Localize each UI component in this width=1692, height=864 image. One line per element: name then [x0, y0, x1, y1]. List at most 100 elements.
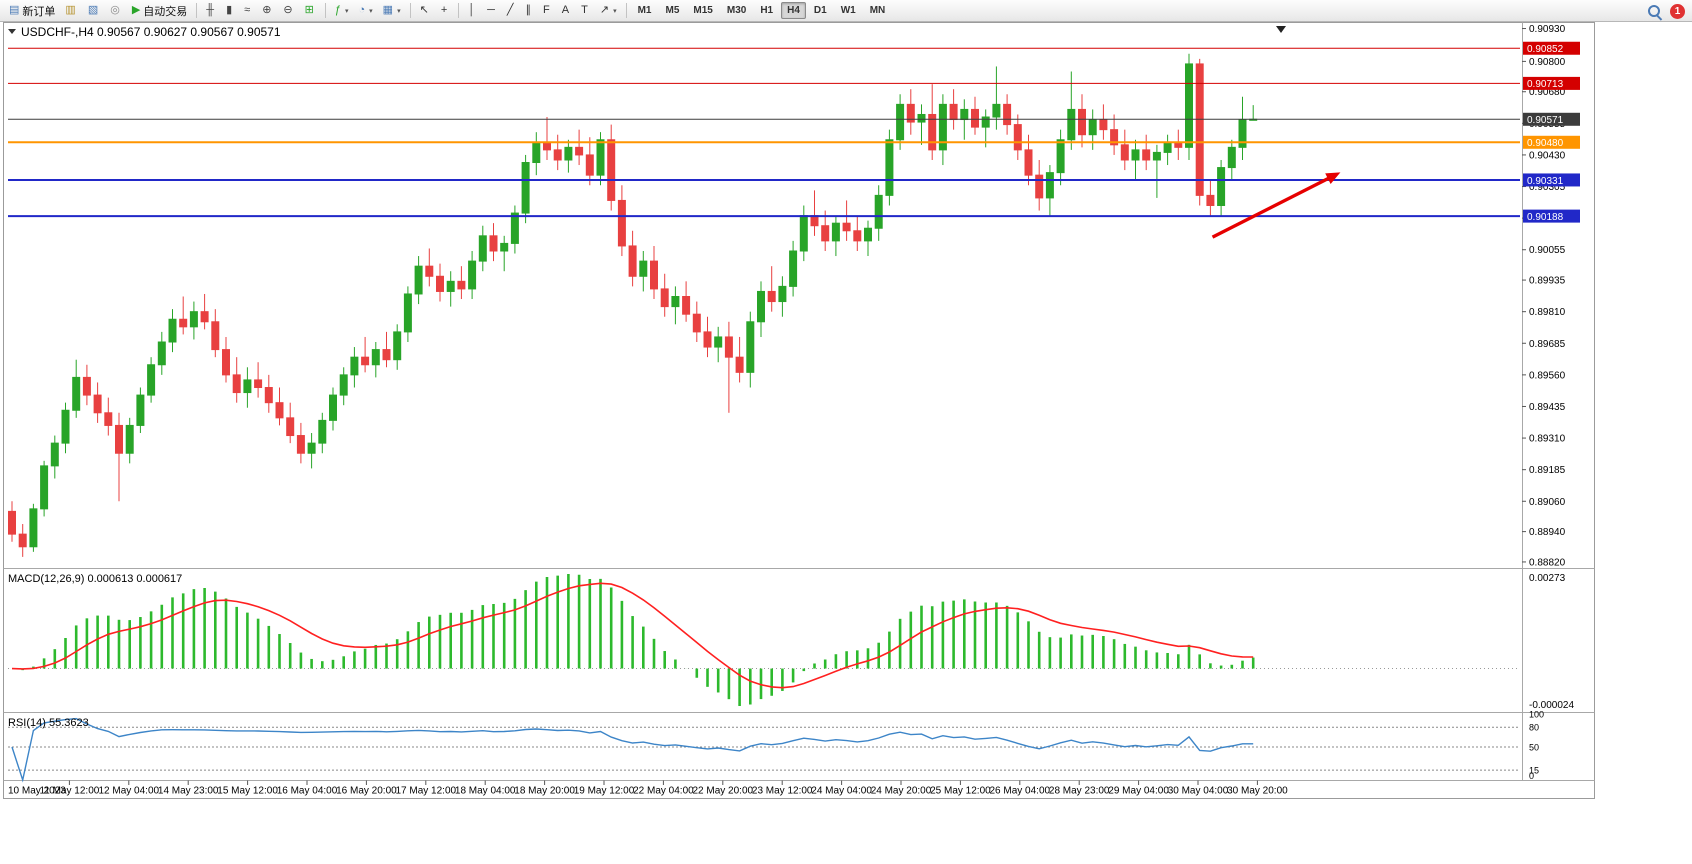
timeframe-h1-button[interactable]: H1	[760, 5, 774, 16]
candle-up	[29, 503, 38, 552]
candle-down	[82, 364, 91, 406]
new-order-button[interactable]: ▤ 新订单	[5, 2, 59, 20]
time-label: 25 May 12:00	[930, 786, 991, 797]
y-axis-label: 0.89685	[1529, 339, 1566, 350]
candle-up	[168, 309, 177, 353]
time-label: 16 May 20:00	[336, 786, 397, 797]
chart-shift-marker[interactable]	[1276, 26, 1286, 33]
timeframe-m30-button[interactable]: M30	[726, 5, 747, 16]
vertical-line-button[interactable]: │	[464, 2, 481, 20]
candle-down	[1142, 134, 1151, 171]
candle-up	[1056, 129, 1065, 186]
candle-up	[136, 387, 145, 434]
candle-up	[981, 109, 990, 148]
search-icon[interactable]	[1647, 4, 1662, 19]
price-badge-label: 0.90480	[1527, 138, 1564, 149]
equidistant-channel-button[interactable]: ∥	[522, 2, 538, 20]
y-axis-label: 0.90930	[1529, 24, 1566, 35]
candle-up	[157, 331, 166, 375]
candle-up	[714, 326, 723, 363]
timeframe-m5-button[interactable]: M5	[665, 5, 680, 16]
macd-signal-line	[11, 582, 1254, 689]
candle-down	[853, 215, 862, 251]
candle-down	[232, 357, 241, 403]
collapse-arrow-icon[interactable]	[8, 29, 16, 34]
candle-down	[553, 134, 562, 171]
y-axis-label: 0.90055	[1529, 245, 1566, 256]
timeframe-mn-button[interactable]: MN	[869, 5, 886, 16]
cursor-button[interactable]: ↖	[416, 2, 435, 20]
templates-button[interactable]: ▦ ▾	[379, 2, 405, 20]
fibonacci-button[interactable]: F	[539, 2, 556, 20]
timeframe-m15-button[interactable]: M15	[693, 5, 713, 16]
crosshair-button[interactable]: +	[437, 2, 453, 20]
rsi-scale-label: 100	[1529, 710, 1544, 720]
candle-down	[211, 309, 220, 358]
candle-up	[1131, 139, 1140, 181]
period-presets-button[interactable]: ◔ ▾	[355, 2, 377, 20]
toolbar-separator	[409, 3, 411, 18]
charts-profile-button[interactable]: ▥	[61, 2, 81, 20]
timeframe-w1-button[interactable]: W1	[840, 5, 856, 16]
candle-down	[1003, 94, 1012, 135]
fibonacci-icon: F	[543, 4, 550, 16]
autotrading-button[interactable]: ▶ 自动交易	[128, 2, 191, 20]
time-label: 22 May 20:00	[692, 786, 753, 797]
arrows-tool-icon: ↗	[599, 4, 610, 16]
vertical-line-icon: │	[468, 4, 476, 16]
time-label: 16 May 04:00	[277, 786, 338, 797]
text-label-button[interactable]: T	[577, 2, 594, 20]
macd-scale-min: -0.000024	[1529, 700, 1574, 711]
text-button[interactable]: A	[558, 2, 575, 20]
time-label: 29 May 04:00	[1108, 786, 1169, 797]
toolbar-separator	[196, 3, 198, 18]
notification-badge[interactable]: 1	[1670, 3, 1685, 19]
arrows-tool-button[interactable]: ↗ ▾	[596, 2, 621, 20]
time-label: 26 May 04:00	[989, 786, 1050, 797]
chart-title: USDCHF-,H4 0.90567 0.90627 0.90567 0.905…	[21, 25, 281, 39]
candle-up	[414, 256, 423, 305]
line-chart-type-button[interactable]: ≈	[240, 2, 256, 20]
tile-windows-button[interactable]: ⊞	[301, 2, 320, 20]
candle-up	[350, 347, 359, 388]
candle-up	[125, 417, 134, 464]
time-label: 14 May 23:00	[158, 786, 219, 797]
price-badge	[1523, 41, 1580, 55]
rsi-scale-label: 0	[1529, 771, 1534, 781]
time-label: 10 May 2023	[8, 786, 66, 797]
candle-up	[896, 94, 905, 150]
indicators-list-button[interactable]: ƒ ▾	[331, 2, 353, 20]
chart-window-button[interactable]: ▧	[84, 2, 104, 20]
candle-down	[115, 412, 123, 502]
candle-up	[1152, 144, 1161, 198]
candle-down	[425, 248, 434, 287]
price-chart-canvas[interactable]: 0.909300.908000.906800.905550.904300.903…	[0, 22, 1692, 864]
trend-arrow-line[interactable]	[1211, 174, 1334, 239]
candle-up	[446, 271, 455, 307]
timeframe-d1-button[interactable]: D1	[813, 5, 827, 16]
zoom-out-button[interactable]: ⊖	[279, 2, 298, 20]
candle-down	[724, 321, 733, 413]
autotrading-icon: ▶	[131, 4, 141, 16]
y-axis-label: 0.88940	[1529, 527, 1566, 538]
trendline-button[interactable]: ╱	[503, 2, 520, 20]
timeframe-h4-button[interactable]: H4	[781, 2, 806, 19]
candle-down	[93, 382, 102, 423]
candle-down	[928, 84, 937, 160]
rsi-label: RSI(14) 55.3623	[8, 717, 89, 729]
candle-down	[457, 266, 466, 300]
horizontal-line-button[interactable]: ─	[483, 2, 501, 20]
time-label: 28 May 23:00	[1049, 786, 1110, 797]
timeframe-m1-button[interactable]: M1	[637, 5, 652, 16]
time-label: 15 May 12:00	[217, 786, 278, 797]
zoom-in-button[interactable]: ⊕	[258, 2, 277, 20]
bar-chart-type-button[interactable]: ╫	[202, 2, 220, 20]
trend-arrow-head[interactable]	[1325, 172, 1341, 185]
y-axis-label: 0.90800	[1529, 57, 1566, 68]
candle-up	[521, 154, 530, 224]
sound-alerts-button[interactable]: ◎	[106, 2, 126, 20]
candle-down	[767, 266, 776, 312]
candle-down	[585, 137, 594, 186]
candlestick-chart-type-button[interactable]: ▮	[222, 2, 238, 20]
time-label: 12 May 04:00	[98, 786, 159, 797]
